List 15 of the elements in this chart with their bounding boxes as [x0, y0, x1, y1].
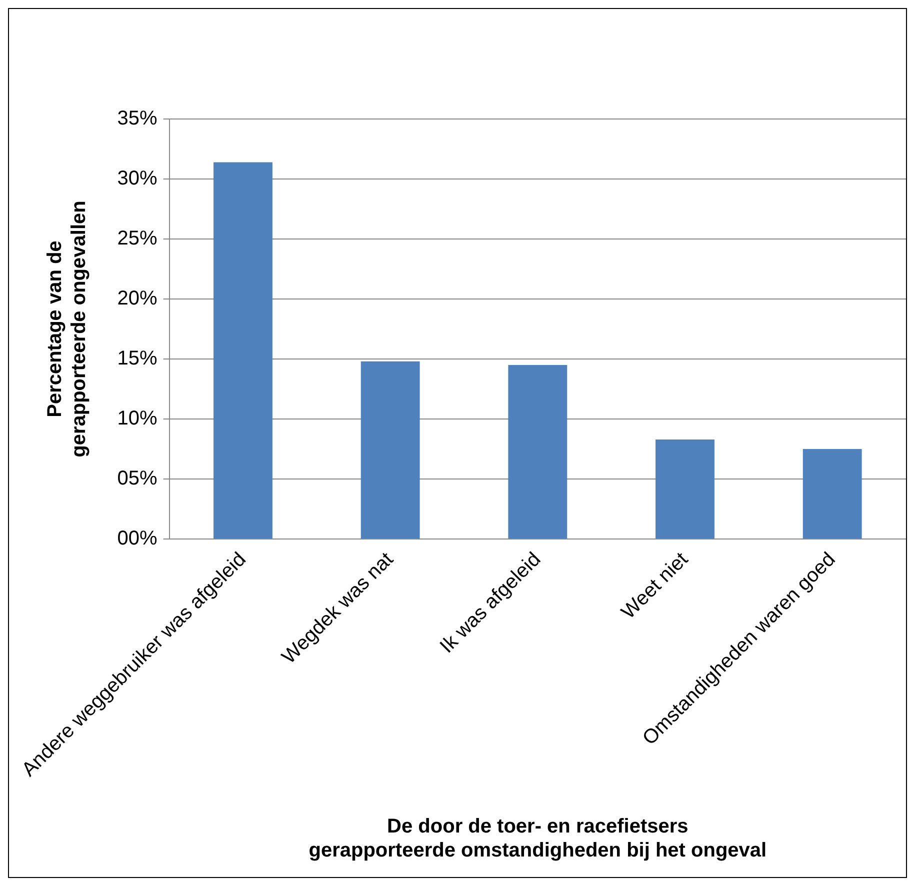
bar [656, 439, 714, 539]
y-tick-label: 30% [117, 168, 158, 190]
y-tick-label: 35% [117, 108, 158, 130]
y-tick-label: 15% [117, 348, 158, 370]
bar [802, 449, 862, 539]
x-axis-title: De door de toer- en racefietsers gerapporteerde omstandigheden bij het ongeval [308, 816, 767, 862]
y-axis-title: Percentage van de gerapporteerde ongevallen [44, 200, 90, 458]
bar [360, 361, 420, 539]
y-tick-label: 00% [117, 528, 158, 550]
y-tick-label: 20% [117, 288, 158, 310]
bar [214, 162, 272, 539]
y-tick-label: 25% [117, 228, 158, 250]
y-tick-label: 10% [117, 408, 158, 430]
y-tick-label: 05% [117, 468, 158, 490]
bar [508, 365, 568, 539]
